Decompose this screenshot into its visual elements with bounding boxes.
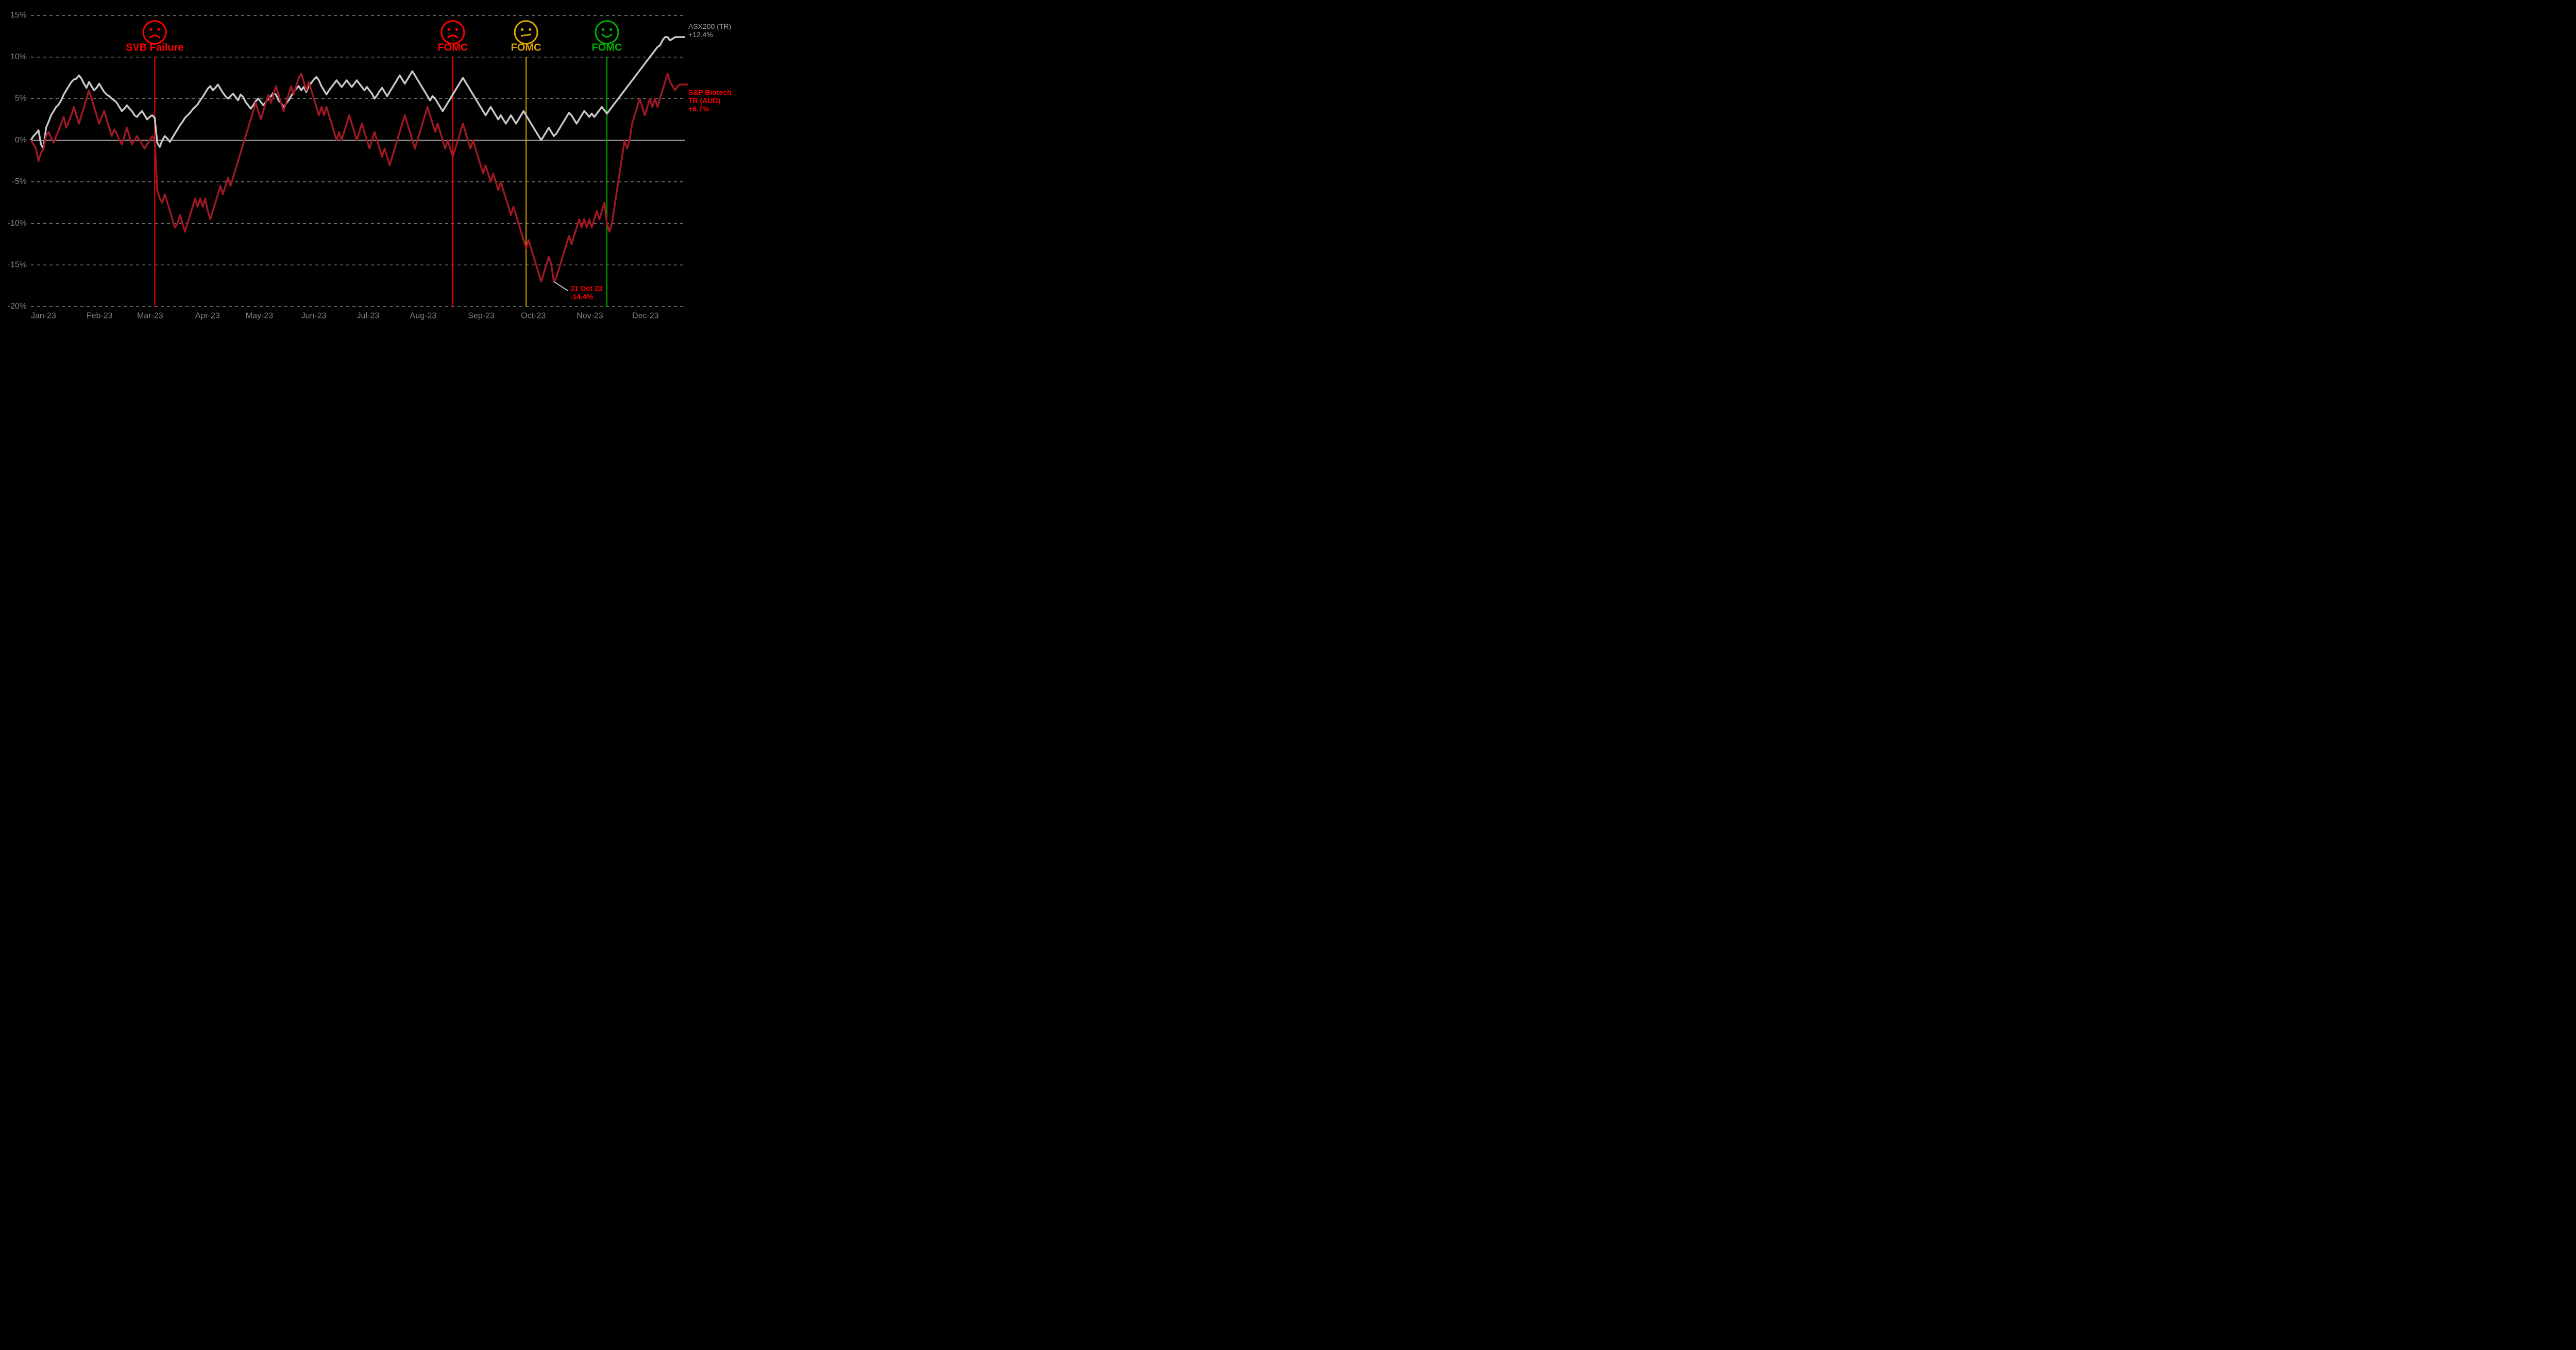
x-tick-label: Feb-23 [87, 311, 113, 320]
low-point-date: 31 Oct 23 [570, 284, 602, 293]
x-tick-label: Oct-23 [521, 311, 546, 320]
x-tick-label: Aug-23 [410, 311, 437, 320]
readout-asx200-name: ASX200 (TR) [688, 22, 731, 30]
low-point-value: -14.4% [570, 293, 594, 301]
x-tick-label: Apr-23 [195, 311, 220, 320]
x-tick-label: Sep-23 [468, 311, 495, 320]
x-tick-label: Dec-23 [632, 311, 659, 320]
y-tick-label: 0% [15, 136, 27, 144]
x-tick-label: Jun-23 [301, 311, 327, 320]
readout-biotech-value: +6.7% [688, 105, 709, 113]
y-tick-label: 10% [10, 53, 27, 61]
sad-face-icon [143, 21, 166, 44]
readout-biotech-name1: S&P Biotech [688, 88, 732, 96]
performance-chart: 15% 10% 5% 0% -5% -10% -15% -20% Jan-23 Feb-23 Mar… [0, 0, 750, 335]
y-tick-label: -20% [8, 302, 27, 311]
readout-biotech-name2: TR (AUD) [688, 96, 720, 105]
y-tick-label: -15% [8, 261, 27, 269]
x-tick-label: May-23 [246, 311, 273, 320]
y-tick-label: -10% [8, 219, 27, 228]
x-tick-label: Jul-23 [357, 311, 380, 320]
y-tick-label: 5% [15, 94, 27, 103]
x-tick-label: Nov-23 [577, 311, 603, 320]
y-tick-label: -5% [12, 177, 27, 186]
neutral-face-icon [515, 21, 537, 44]
y-tick-label: 15% [10, 11, 27, 20]
happy-face-icon [596, 21, 618, 44]
x-tick-label: Jan-23 [31, 311, 56, 320]
series-biotech [31, 74, 688, 282]
low-leader-line [554, 282, 568, 291]
sad-face-icon [442, 21, 464, 44]
x-tick-label: Mar-23 [137, 311, 163, 320]
readout-asx200-value: +12.4% [688, 30, 713, 39]
